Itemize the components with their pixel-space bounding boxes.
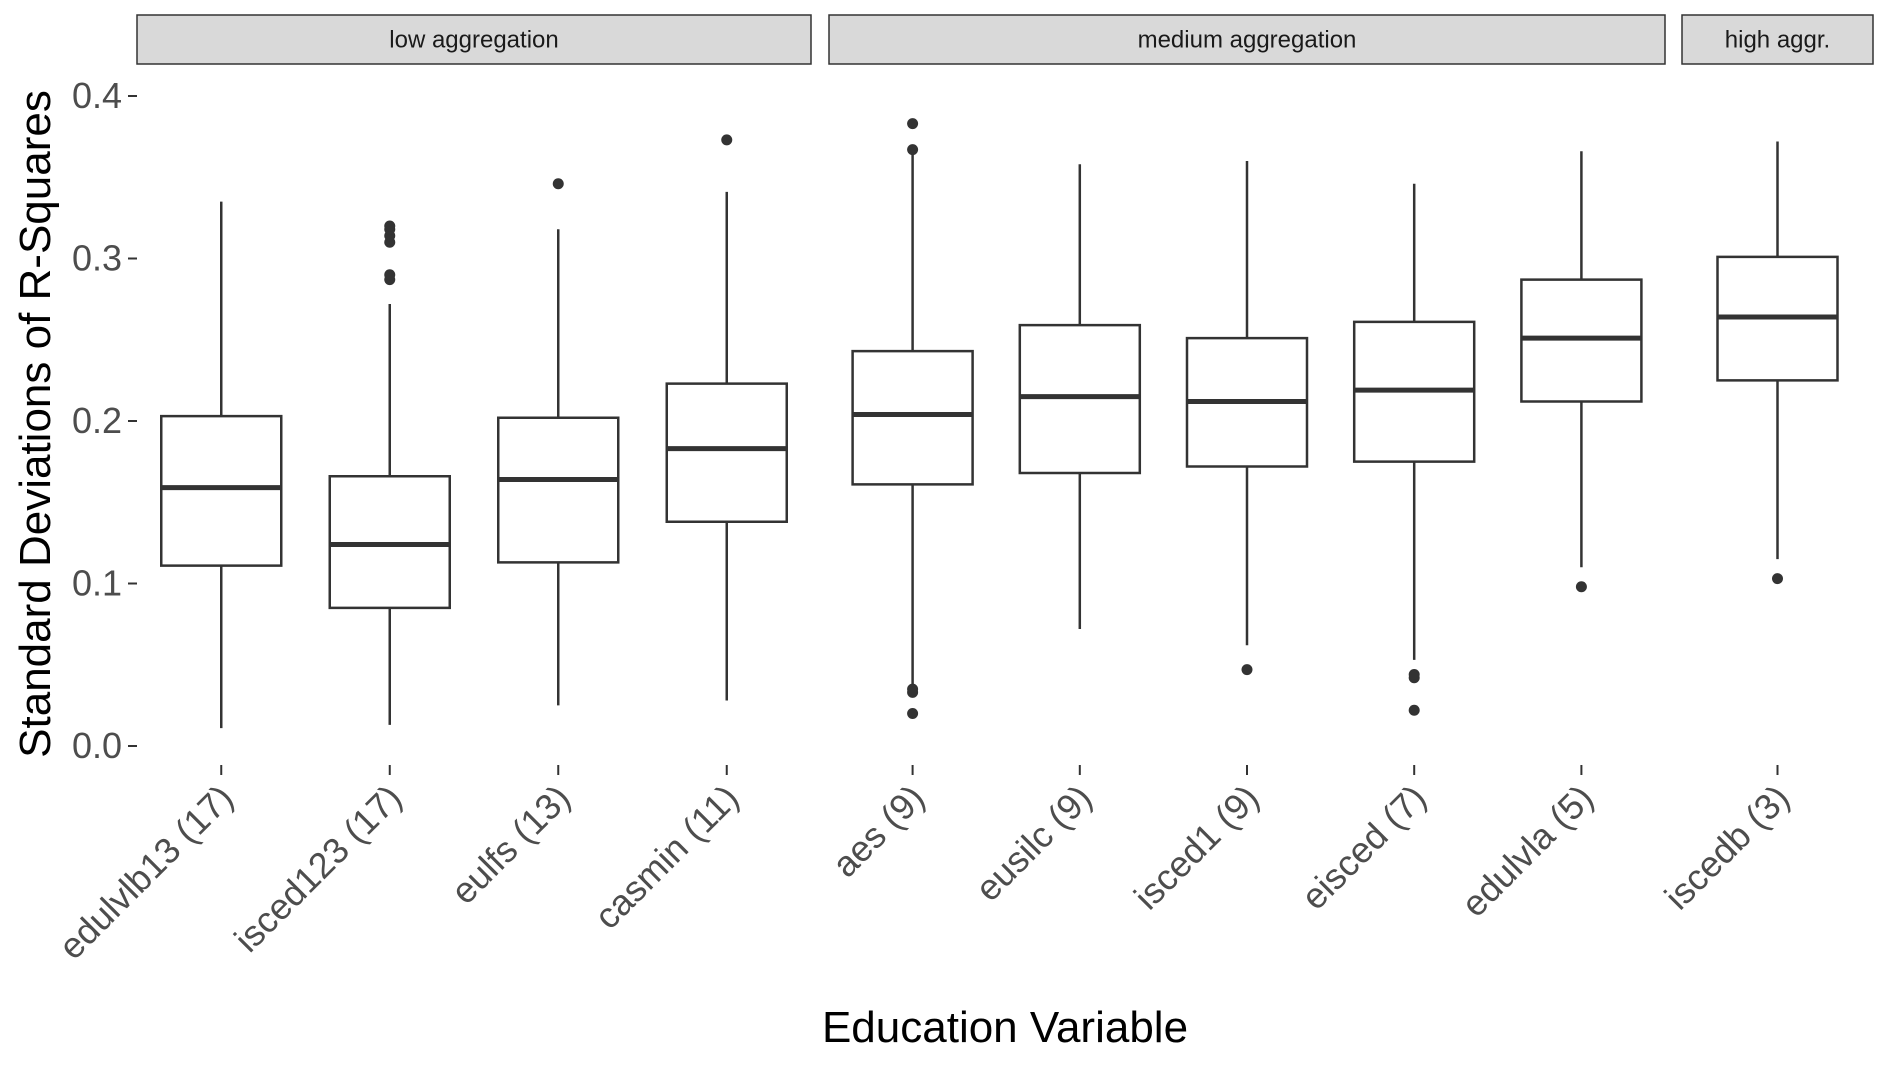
- facet-strip: [828, 14, 1666, 65]
- outlier-point: [384, 220, 396, 232]
- y-tick-label: 0.1: [72, 563, 122, 604]
- x-tick-label: iscedb (3): [1656, 777, 1797, 918]
- outlier-point: [907, 144, 919, 156]
- x-tick-label: eusilc (9): [967, 777, 1099, 909]
- y-tick-label: 0.2: [72, 400, 122, 441]
- outlier-point: [907, 708, 919, 719]
- outlier-point: [907, 118, 919, 130]
- outlier-point: [1575, 581, 1587, 593]
- box-group: [665, 134, 788, 701]
- outlier-point: [1408, 704, 1420, 716]
- outlier-point: [552, 178, 564, 190]
- x-tick-label: isced123 (17): [226, 777, 409, 960]
- facet-strip-label: low aggregation: [389, 27, 558, 54]
- y-tick-label: 0.3: [72, 238, 122, 279]
- box-group: [497, 178, 620, 706]
- boxes: [160, 118, 1839, 729]
- x-axis: edulvlb13 (17)isced123 (17) eulfs (13) cas…: [51, 765, 1797, 967]
- x-tick-label: eulfs (13): [443, 777, 578, 912]
- box-group: [1018, 164, 1142, 629]
- box: [497, 416, 620, 564]
- facet-strip: [136, 14, 812, 65]
- y-tick-label: 0.0: [72, 725, 122, 766]
- y-tick-label: 0.4: [72, 75, 122, 116]
- box-group: [160, 201, 283, 729]
- y-axis: 0.0 0.1 0.2 0.3 0.4: [72, 75, 137, 766]
- outlier-point: [1772, 573, 1783, 585]
- x-tick-label: isced1 (9): [1126, 777, 1267, 918]
- box-group: [1716, 141, 1839, 585]
- box-group: [1352, 183, 1476, 716]
- outlier-point: [907, 683, 919, 695]
- y-axis-title: Standard Deviations of R-Squares: [11, 90, 60, 758]
- outlier-point: [1408, 669, 1420, 680]
- box: [665, 382, 788, 523]
- box: [851, 349, 974, 486]
- x-tick-label: aes (9): [824, 777, 932, 885]
- box: [160, 414, 283, 567]
- facet-strip-label: medium aggregation: [1138, 27, 1357, 54]
- box-group: [328, 220, 451, 725]
- box-group: [851, 118, 974, 719]
- x-tick-label: edulvlb13 (17): [51, 777, 241, 967]
- x-tick-label: casmin (11): [586, 777, 746, 937]
- x-axis-title: Education Variable: [822, 1003, 1188, 1052]
- facet-strip-label: high aggr.: [1725, 27, 1830, 54]
- x-tick-label: eisced (7): [1293, 777, 1434, 918]
- box-group: [1185, 161, 1309, 676]
- facet-strips: low aggregation medium aggregation high ag…: [136, 14, 1874, 65]
- outlier-point: [721, 134, 733, 146]
- facet-strip: [1681, 14, 1874, 65]
- box-group: [1520, 151, 1643, 593]
- outlier-point: [1241, 664, 1253, 676]
- outlier-point: [384, 269, 396, 281]
- x-tick-label: edulvla (5): [1453, 777, 1601, 925]
